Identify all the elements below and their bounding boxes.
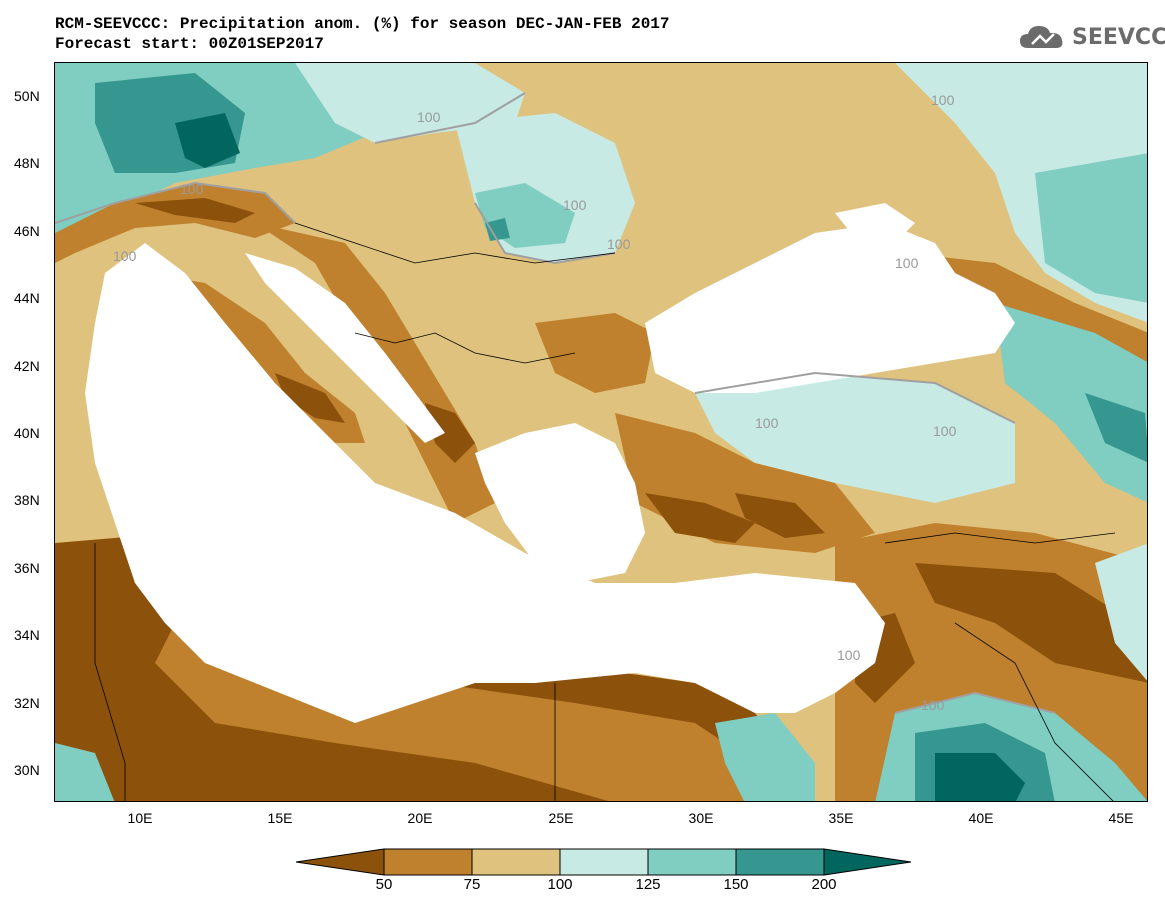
contour-label: 100 (755, 415, 779, 431)
turkey-dark (645, 493, 755, 543)
map-plot: 100 100 100 100 100 100 100 100 100 100 … (54, 62, 1148, 802)
lat-label: 30N (14, 762, 40, 778)
lat-label: 38N (14, 492, 40, 508)
legend-label: 75 (463, 876, 481, 893)
italy-dark (275, 373, 345, 423)
lat-label: 36N (14, 560, 40, 576)
contour-label: 100 (607, 236, 631, 252)
caucasus-dark (1085, 393, 1147, 463)
aegean-sea (475, 423, 645, 583)
turkey-light (695, 373, 1015, 503)
lat-label: 34N (14, 627, 40, 643)
turkey-dark2 (735, 493, 825, 538)
east-mid (1035, 153, 1147, 303)
legend-label: 50 (375, 876, 393, 893)
colorbar-gt200 (823, 848, 912, 876)
lon-label: 25E (548, 810, 574, 826)
lon-label: 20E (407, 810, 433, 826)
contour-label: 100 (931, 92, 955, 108)
balkan-brown (255, 223, 495, 523)
lon-label: 15E (267, 810, 293, 826)
carpathian-dark (485, 218, 510, 241)
lon-label: 35E (828, 810, 854, 826)
lat-label: 32N (14, 695, 40, 711)
contour-label: 100 (933, 423, 957, 439)
title-line-2: Forecast start: 00Z01SEP2017 (55, 35, 324, 53)
egypt-teal (715, 713, 815, 801)
chart-title: RCM-SEEVCCC: Precipitation anom. (%) for… (55, 14, 670, 54)
contour-label: 100 (417, 109, 441, 125)
logo-text: SEEVCCC (1072, 24, 1165, 50)
alps-darkbrown (135, 198, 255, 223)
colorbar (296, 848, 912, 876)
contour-label: 100 (921, 697, 945, 713)
arabia-darkest (935, 753, 1025, 801)
contour-label: 100 (563, 197, 587, 213)
colorbar-150-200 (735, 848, 825, 876)
legend-label: 150 (723, 876, 749, 893)
lat-label: 50N (14, 88, 40, 104)
colorbar-75-100 (471, 848, 561, 876)
legend-label: 100 (547, 876, 573, 893)
lat-label: 44N (14, 290, 40, 306)
lon-label: 10E (127, 810, 153, 826)
contour-label: 100 (113, 248, 137, 264)
colorbar-100-125 (559, 848, 649, 876)
syria-dark (915, 563, 1147, 683)
black-sea (645, 223, 1015, 393)
colorbar-125-150 (647, 848, 737, 876)
bulgaria-brown (535, 313, 655, 393)
title-line-1: RCM-SEEVCCC: Precipitation anom. (%) for… (55, 15, 670, 33)
colorbar-lt50 (296, 848, 385, 876)
cloud-icon (1020, 26, 1063, 48)
lon-label: 30E (688, 810, 714, 826)
africa-west-teal (55, 743, 115, 801)
lat-label: 48N (14, 155, 40, 171)
region-nw-darkest (175, 113, 240, 168)
lat-label: 46N (14, 223, 40, 239)
legend-label: 125 (635, 876, 661, 893)
contour-label: 100 (837, 647, 861, 663)
seevccc-logo: SEEVCCC (1018, 22, 1165, 52)
colorbar-50-75 (383, 848, 473, 876)
contour-labels: 100 100 100 100 100 100 100 100 100 100 … (113, 92, 957, 713)
lon-label: 40E (968, 810, 994, 826)
contour-label: 100 (895, 255, 919, 271)
azov-sea (835, 203, 915, 243)
borders (94, 222, 1116, 801)
iraq-light (1095, 543, 1147, 681)
lat-label: 42N (14, 358, 40, 374)
legend-label: 200 (811, 876, 837, 893)
greece-dark (425, 403, 475, 463)
map-svg: 100 100 100 100 100 100 100 100 100 100 … (55, 63, 1147, 801)
lat-label: 40N (14, 425, 40, 441)
tyrrhenian-sea (85, 243, 885, 723)
adriatic-sea (245, 253, 445, 443)
caucasus-teal (995, 303, 1147, 503)
contour-lines (55, 92, 1056, 714)
lon-label: 45E (1108, 810, 1134, 826)
contour-label: 100 (180, 181, 204, 197)
